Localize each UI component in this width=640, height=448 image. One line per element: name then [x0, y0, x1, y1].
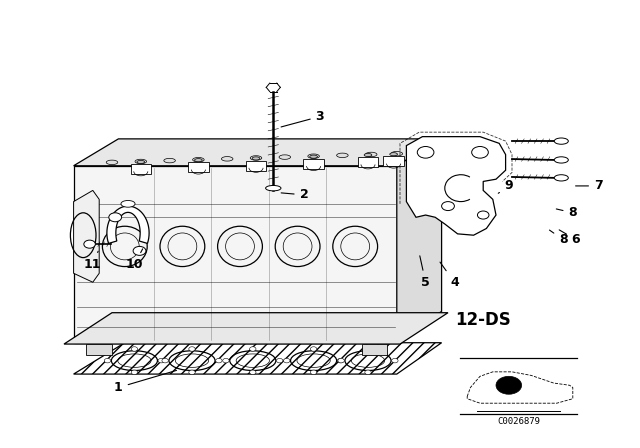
Polygon shape: [74, 166, 397, 343]
Circle shape: [223, 358, 229, 363]
Bar: [188, 163, 209, 172]
Ellipse shape: [364, 153, 372, 157]
Circle shape: [337, 358, 344, 363]
Ellipse shape: [250, 156, 262, 160]
Circle shape: [189, 370, 195, 375]
Circle shape: [477, 211, 489, 219]
Ellipse shape: [121, 200, 135, 207]
Ellipse shape: [195, 159, 202, 162]
Bar: [358, 157, 378, 167]
Ellipse shape: [390, 153, 397, 156]
Circle shape: [365, 347, 371, 351]
Circle shape: [131, 370, 138, 375]
Circle shape: [133, 246, 146, 255]
Text: 1: 1: [114, 370, 177, 394]
Text: 8: 8: [550, 230, 568, 246]
Polygon shape: [74, 139, 442, 166]
Polygon shape: [107, 206, 149, 243]
Circle shape: [158, 358, 164, 363]
Ellipse shape: [554, 138, 568, 144]
Bar: [362, 344, 387, 355]
Circle shape: [189, 347, 195, 351]
Ellipse shape: [135, 159, 147, 164]
Circle shape: [365, 370, 371, 375]
Polygon shape: [64, 313, 448, 344]
Text: 10: 10: [125, 249, 143, 271]
Circle shape: [162, 358, 168, 363]
Polygon shape: [74, 190, 99, 282]
Bar: [303, 159, 324, 169]
Ellipse shape: [279, 155, 291, 159]
Ellipse shape: [554, 175, 568, 181]
Ellipse shape: [252, 157, 260, 160]
Text: 11: 11: [84, 251, 102, 271]
Circle shape: [310, 370, 317, 375]
Ellipse shape: [308, 154, 319, 159]
Ellipse shape: [310, 155, 317, 158]
Text: 4: 4: [440, 262, 459, 289]
Circle shape: [392, 358, 398, 363]
Ellipse shape: [164, 158, 175, 163]
Circle shape: [250, 347, 256, 351]
Circle shape: [310, 347, 317, 351]
Circle shape: [131, 347, 138, 351]
Circle shape: [276, 358, 283, 363]
Text: 8: 8: [556, 206, 577, 220]
Circle shape: [496, 376, 522, 394]
Text: 9: 9: [499, 179, 513, 193]
Circle shape: [472, 146, 488, 158]
Circle shape: [338, 358, 344, 363]
Ellipse shape: [106, 160, 118, 164]
Circle shape: [104, 358, 111, 363]
Bar: [86, 344, 112, 355]
Ellipse shape: [266, 185, 281, 191]
Text: 3: 3: [281, 110, 324, 127]
Circle shape: [216, 358, 222, 363]
Text: C0026879: C0026879: [497, 417, 540, 426]
Circle shape: [284, 358, 290, 363]
Text: 2: 2: [281, 188, 308, 202]
Bar: [383, 156, 404, 166]
Bar: [131, 164, 151, 174]
Ellipse shape: [365, 152, 377, 157]
Polygon shape: [406, 137, 506, 235]
Text: 5: 5: [420, 256, 430, 289]
Ellipse shape: [221, 157, 233, 161]
Circle shape: [109, 213, 122, 222]
Polygon shape: [74, 343, 442, 374]
Ellipse shape: [193, 158, 204, 162]
Circle shape: [442, 202, 454, 211]
Ellipse shape: [137, 160, 145, 164]
Ellipse shape: [391, 151, 403, 156]
Bar: [246, 161, 266, 171]
Polygon shape: [397, 139, 442, 343]
Circle shape: [417, 146, 434, 158]
Text: 6: 6: [559, 230, 580, 246]
Text: 7: 7: [575, 179, 603, 193]
Ellipse shape: [337, 153, 348, 158]
Text: 12-DS: 12-DS: [455, 311, 511, 329]
Circle shape: [84, 240, 95, 248]
Circle shape: [250, 370, 256, 375]
Ellipse shape: [554, 157, 568, 163]
